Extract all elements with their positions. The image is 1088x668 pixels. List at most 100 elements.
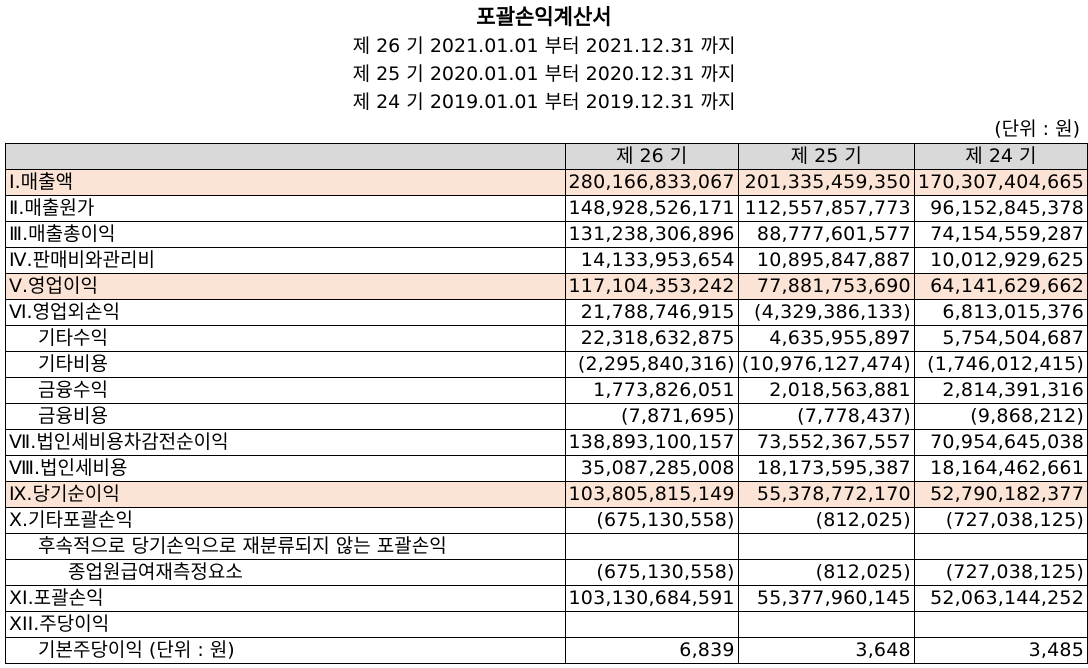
value-period-25: 88,777,601,577	[737, 221, 915, 248]
value-period-24: 74,154,559,287	[913, 221, 1088, 248]
statement-title: 포괄손익계산서	[476, 5, 612, 29]
value-period-24: 52,790,182,377	[913, 481, 1088, 508]
value-period-26: (2,295,840,316)	[564, 351, 739, 378]
value-period-25: 3,648	[737, 637, 915, 664]
header-period-25: 제 25 기	[737, 143, 915, 170]
table-row: 종업원급여재측정요소 (675,130,558) (812,025) (727,038…	[5, 559, 1088, 586]
value-period-24: (1,746,012,415)	[913, 351, 1088, 378]
value-period-24	[913, 611, 1088, 638]
row-label: 종업원급여재측정요소	[5, 559, 566, 586]
value-period-25	[737, 533, 915, 560]
value-period-24: 70,954,645,038	[913, 429, 1088, 456]
value-period-26: 1,773,826,051	[564, 377, 739, 404]
value-period-24: 5,754,504,687	[913, 325, 1088, 352]
value-period-26: (675,130,558)	[564, 559, 739, 586]
header-period-24: 제 24 기	[913, 143, 1088, 170]
value-period-25: 4,635,955,897	[737, 325, 915, 352]
row-label: 금융수익	[5, 377, 566, 404]
value-period-24: 2,814,391,316	[913, 377, 1088, 404]
table-header-row: 제 26 기 제 25 기 제 24 기	[5, 143, 1088, 170]
period-line-25: 제 25 기 2020.01.01 부터 2020.12.31 까지	[352, 63, 736, 85]
table-row: Ⅹ.기타포괄손익 (675,130,558) (812,025) (727,038,1…	[5, 507, 1088, 534]
row-label: XI.포괄손익	[5, 585, 566, 612]
table-row: Ⅱ.매출원가 148,928,526,171 112,557,857,773 96,1…	[5, 195, 1088, 222]
value-period-24: 96,152,845,378	[913, 195, 1088, 222]
value-period-25: 201,335,459,350	[737, 169, 915, 196]
table-row: Ⅷ.법인세비용 35,087,285,008 18,173,595,387 18,16…	[5, 455, 1088, 482]
value-period-25	[737, 611, 915, 638]
table-body: Ⅰ.매출액 280,166,833,067 201,335,459,350 170,3…	[5, 169, 1088, 664]
row-label: 금융비용	[5, 403, 566, 430]
value-period-25: 2,018,563,881	[737, 377, 915, 404]
value-period-26: 21,788,746,915	[564, 299, 739, 326]
row-label: 기본주당이익 (단위 : 원)	[5, 637, 566, 664]
value-period-24: 52,063,144,252	[913, 585, 1088, 612]
period-line-24: 제 24 기 2019.01.01 부터 2019.12.31 까지	[352, 91, 736, 113]
value-period-26: 6,839	[564, 637, 739, 664]
value-period-26: 35,087,285,008	[564, 455, 739, 482]
value-period-26: 103,130,684,591	[564, 585, 739, 612]
value-period-26: 103,805,815,149	[564, 481, 739, 508]
value-period-26: 14,133,953,654	[564, 247, 739, 274]
table-row: Ⅰ.매출액 280,166,833,067 201,335,459,350 170,3…	[5, 169, 1088, 196]
value-period-26: (675,130,558)	[564, 507, 739, 534]
value-period-25: 73,552,367,557	[737, 429, 915, 456]
value-period-24: 6,813,015,376	[913, 299, 1088, 326]
row-label: Ⅸ.당기순이익	[5, 481, 566, 508]
table-row: Ⅳ.판매비와관리비 14,133,953,654 10,895,847,887 10,…	[5, 247, 1088, 274]
value-period-25: (4,329,386,133)	[737, 299, 915, 326]
table-row: 금융수익 1,773,826,051 2,018,563,881 2,814,391,…	[5, 377, 1088, 404]
value-period-26: 131,238,306,896	[564, 221, 739, 248]
row-label: Ⅹ.기타포괄손익	[5, 507, 566, 534]
table-row: Ⅲ.매출총이익 131,238,306,896 88,777,601,577 74,1…	[5, 221, 1088, 248]
value-period-24: 10,012,929,625	[913, 247, 1088, 274]
header-period-26: 제 26 기	[564, 143, 739, 170]
row-label: Ⅴ.영업이익	[5, 273, 566, 300]
row-label: 기타비용	[5, 351, 566, 378]
value-period-24: 64,141,629,662	[913, 273, 1088, 300]
row-label: XII.주당이익	[5, 611, 566, 638]
table-row: 후속적으로 당기손익으로 재분류되지 않는 포괄손익	[5, 533, 1088, 560]
value-period-26: (7,871,695)	[564, 403, 739, 430]
value-period-25: 18,173,595,387	[737, 455, 915, 482]
value-period-24: (727,038,125)	[913, 559, 1088, 586]
row-label: Ⅶ.법인세비용차감전순이익	[5, 429, 566, 456]
table-row: XI.포괄손익 103,130,684,591 55,377,960,145 52,0…	[5, 585, 1088, 612]
value-period-24: 3,485	[913, 637, 1088, 664]
table-row: Ⅸ.당기순이익 103,805,815,149 55,378,772,170 52,7…	[5, 481, 1088, 508]
row-label: Ⅷ.법인세비용	[5, 455, 566, 482]
value-period-26: 22,318,632,875	[564, 325, 739, 352]
value-period-25: 55,378,772,170	[737, 481, 915, 508]
row-label: Ⅳ.판매비와관리비	[5, 247, 566, 274]
income-statement-table: 제 26 기 제 25 기 제 24 기 Ⅰ.매출액 280,166,833,06…	[5, 143, 1088, 664]
unit-label: (단위 : 원)	[994, 118, 1080, 140]
table-row: Ⅶ.법인세비용차감전순이익 138,893,100,157 73,552,367,5…	[5, 429, 1088, 456]
period-line-26: 제 26 기 2021.01.01 부터 2021.12.31 까지	[352, 35, 736, 57]
value-period-25: 10,895,847,887	[737, 247, 915, 274]
table-row: XII.주당이익	[5, 611, 1088, 638]
header-blank	[5, 143, 566, 170]
value-period-26: 117,104,353,242	[564, 273, 739, 300]
value-period-26	[564, 533, 739, 560]
value-period-24: 170,307,404,665	[913, 169, 1088, 196]
table-row: 금융비용 (7,871,695) (7,778,437) (9,868,212)	[5, 403, 1088, 430]
value-period-24	[913, 533, 1088, 560]
row-label: Ⅱ.매출원가	[5, 195, 566, 222]
row-label: Ⅵ.영업외손익	[5, 299, 566, 326]
value-period-25: (812,025)	[737, 559, 915, 586]
row-label: Ⅰ.매출액	[5, 169, 566, 196]
value-period-25: (7,778,437)	[737, 403, 915, 430]
table-row: Ⅴ.영업이익 117,104,353,242 77,881,753,690 64,14…	[5, 273, 1088, 300]
table-row: 기타비용 (2,295,840,316) (10,976,127,474) (1,74…	[5, 351, 1088, 378]
value-period-26	[564, 611, 739, 638]
value-period-25: 77,881,753,690	[737, 273, 915, 300]
value-period-25: 55,377,960,145	[737, 585, 915, 612]
table-row: 기본주당이익 (단위 : 원) 6,839 3,648 3,485	[5, 637, 1088, 664]
value-period-26: 138,893,100,157	[564, 429, 739, 456]
table-row: Ⅵ.영업외손익 21,788,746,915 (4,329,386,133) 6,81…	[5, 299, 1088, 326]
value-period-24: 18,164,462,661	[913, 455, 1088, 482]
value-period-26: 148,928,526,171	[564, 195, 739, 222]
row-label: 후속적으로 당기손익으로 재분류되지 않는 포괄손익	[5, 533, 566, 560]
table-row: 기타수익 22,318,632,875 4,635,955,897 5,754,504…	[5, 325, 1088, 352]
row-label: 기타수익	[5, 325, 566, 352]
